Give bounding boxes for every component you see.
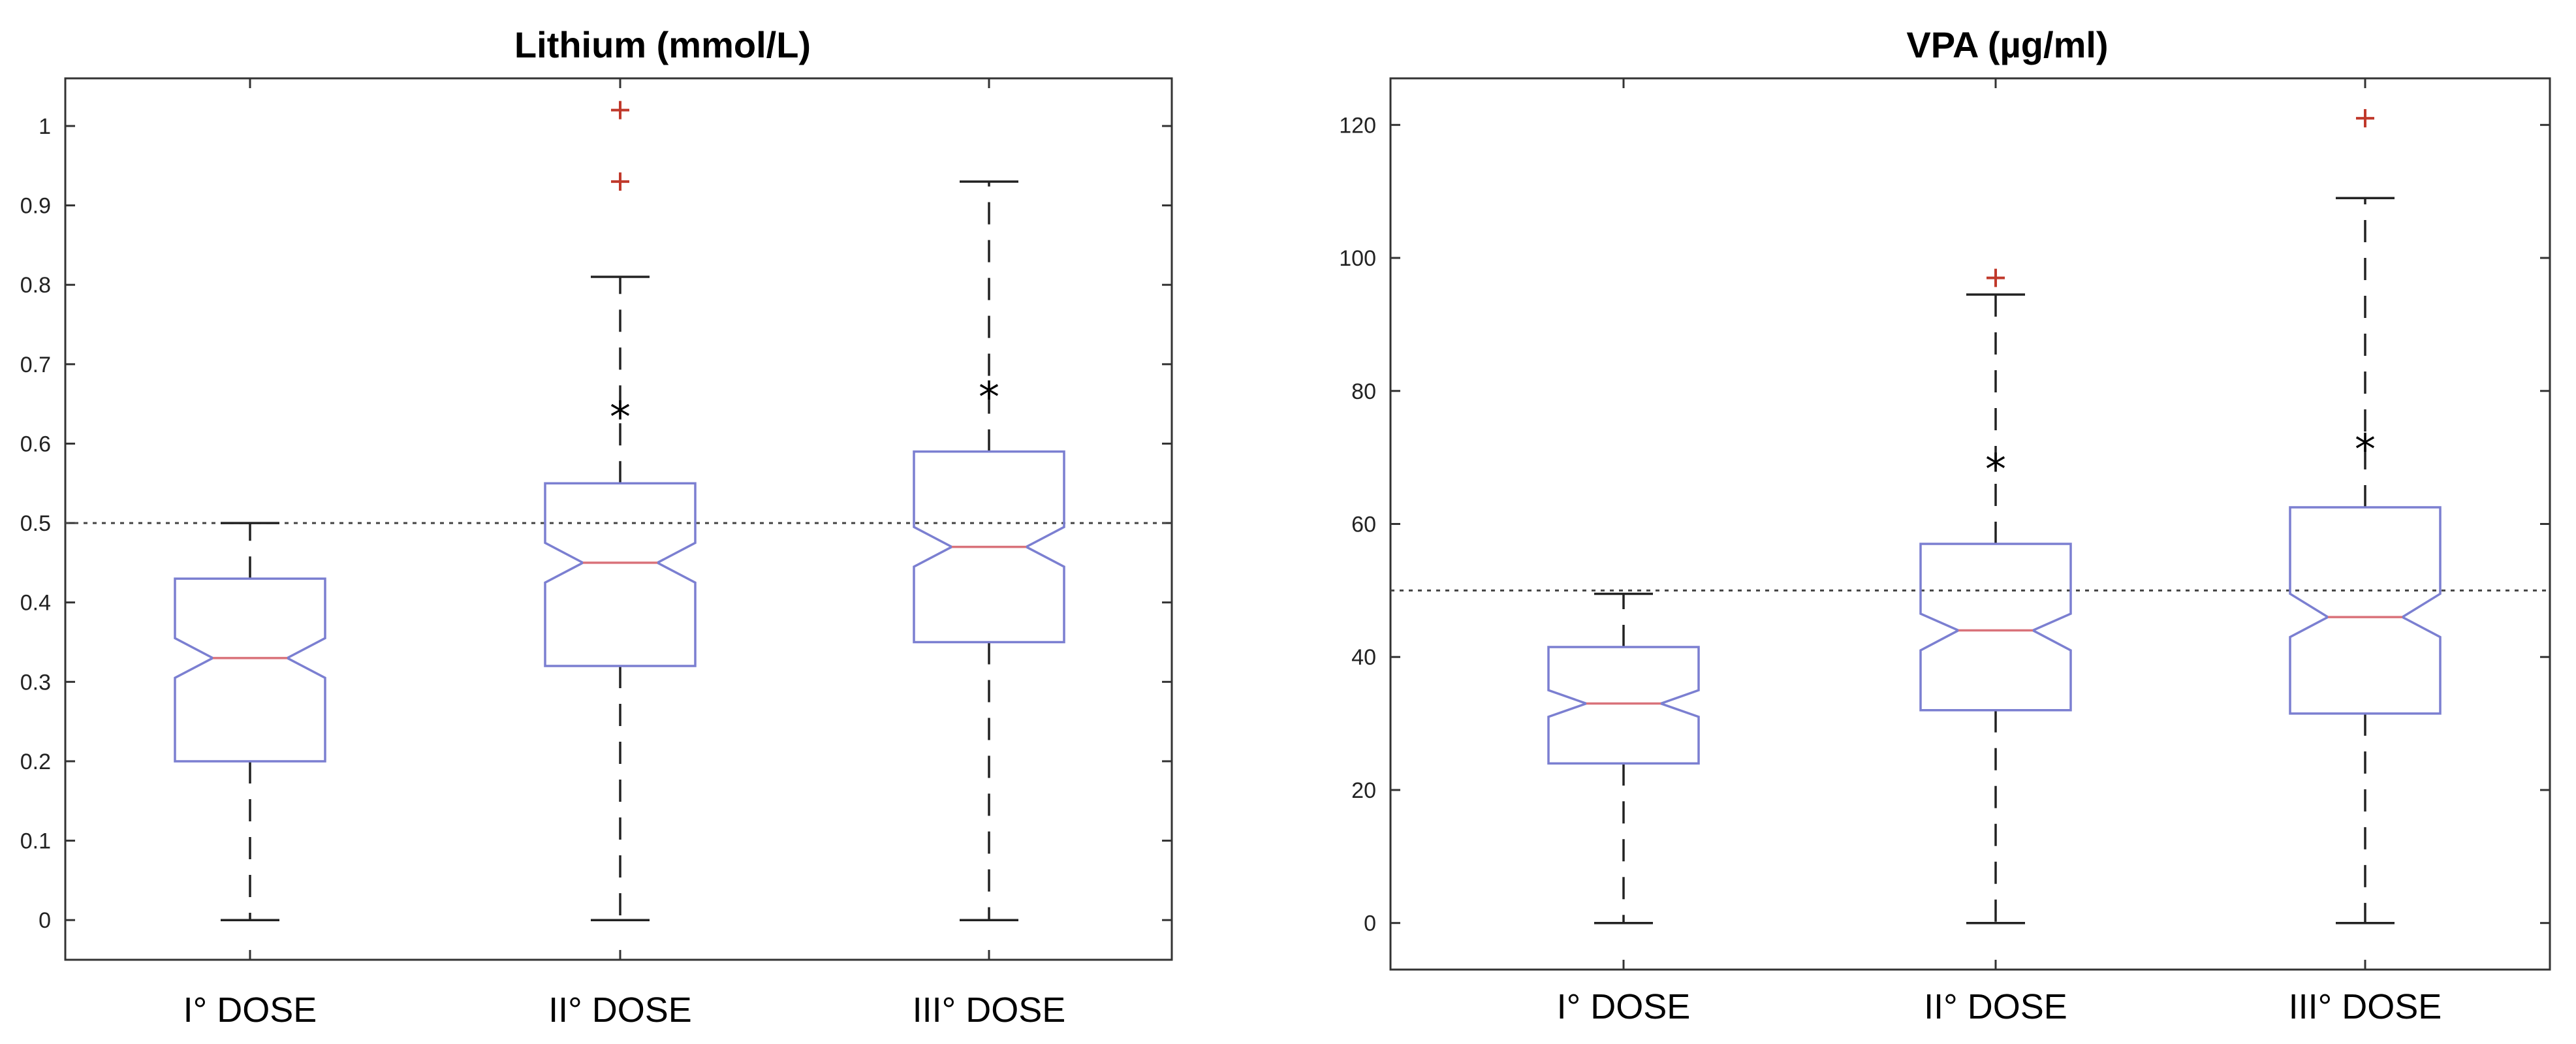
- x-category-label: III° DOSE: [913, 990, 1066, 1030]
- x-category-label: II° DOSE: [1924, 987, 2067, 1026]
- significance-asterisk: *: [1985, 446, 2006, 494]
- chart-title: VPA (µg/ml): [1906, 24, 2108, 65]
- box-3: [2289, 109, 2442, 925]
- y-tick-label: 40: [1351, 645, 1376, 670]
- y-tick-label: 80: [1351, 379, 1376, 404]
- notched-box: [1547, 646, 1700, 765]
- chart-title: Lithium (mmol/L): [514, 24, 811, 65]
- notched-box: [913, 450, 1065, 644]
- notched-box: [544, 482, 697, 667]
- y-tick-label: 0: [1364, 911, 1376, 936]
- y-tick-label: 0.7: [20, 353, 51, 377]
- y-tick-label: 0.3: [20, 670, 51, 695]
- vpa-chart: VPA (µg/ml) 0 20 40 60 80 100 120 I° DOSE II° DO…: [1339, 24, 2551, 1026]
- y-tick-label: 0.6: [20, 432, 51, 456]
- outlier-marker: [2356, 109, 2374, 128]
- y-tick-label: 0.2: [20, 750, 51, 774]
- plot-area: [1389, 77, 2551, 971]
- outlier-marker: [611, 101, 629, 119]
- significance-asterisk: *: [610, 394, 631, 442]
- outlier-marker: [611, 172, 629, 191]
- x-category-label: I° DOSE: [1557, 987, 1691, 1026]
- y-tick-label: 0.9: [20, 194, 51, 219]
- y-tick-label: 60: [1351, 513, 1376, 537]
- notched-box: [2289, 506, 2442, 715]
- x-category-label: II° DOSE: [548, 990, 692, 1030]
- y-tick-label: 100: [1339, 246, 1376, 271]
- significance-asterisk: *: [979, 373, 999, 422]
- outlier-marker: [1987, 268, 2005, 287]
- notched-box: [1919, 543, 2072, 712]
- y-tick-label: 0.4: [20, 591, 51, 616]
- plot-area: [64, 77, 1173, 961]
- y-tick-label: 0.5: [20, 511, 51, 536]
- y-tick-label: 1: [39, 114, 51, 139]
- box-1: [1547, 592, 1700, 925]
- box-2: [1919, 268, 2072, 925]
- x-category-label: I° DOSE: [183, 990, 317, 1030]
- box-2: [544, 101, 697, 921]
- y-tick-label: 0.1: [20, 829, 51, 854]
- significance-asterisk: *: [2355, 426, 2376, 474]
- y-tick-label: 120: [1339, 113, 1376, 138]
- x-category-label: III° DOSE: [2289, 987, 2442, 1026]
- y-tick-label: 0: [39, 908, 51, 933]
- box-3: [913, 180, 1065, 921]
- box-1: [174, 522, 326, 921]
- notched-box: [174, 577, 326, 763]
- y-tick-label: 0.8: [20, 273, 51, 298]
- lithium-chart: Lithium (mmol/L) 0 0.1 0.2 0.3 0.4 0.5 0.6 0.7 0…: [20, 24, 1173, 1030]
- y-tick-label: 20: [1351, 778, 1376, 803]
